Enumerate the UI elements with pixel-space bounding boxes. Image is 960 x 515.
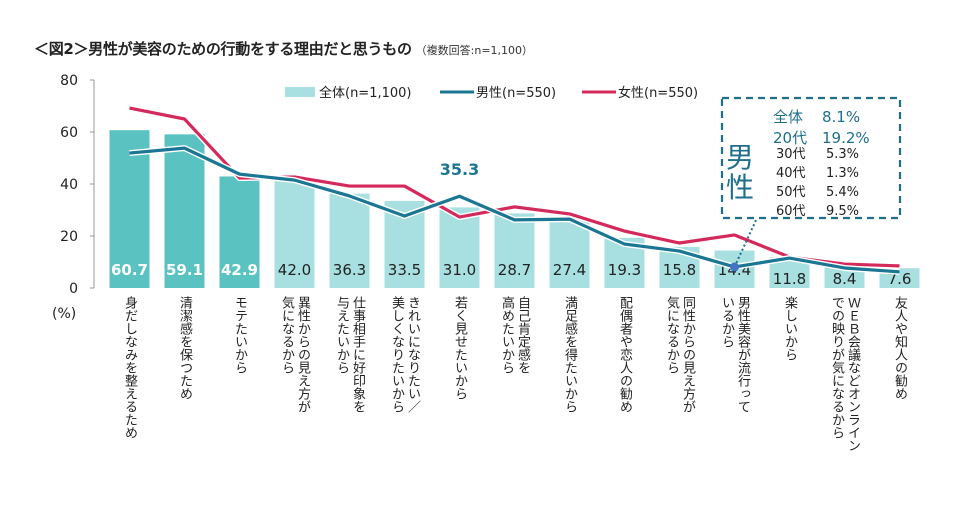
y-axis-unit-label: (%)	[52, 306, 76, 322]
y-tick-label: 60	[60, 125, 78, 141]
x-category-label: 若く見せたいから	[452, 295, 468, 400]
bar-value-label: 60.7	[111, 261, 148, 279]
callout-row-value: 5.3%	[826, 147, 859, 162]
bar-value-label: 15.8	[663, 261, 696, 279]
x-category-label: 清潔感を保つため	[177, 296, 193, 400]
x-category-label: 美しくなりたいから	[389, 296, 405, 413]
x-category-label: での映りが気になるから	[829, 296, 845, 439]
callout-row-label: 全体	[773, 108, 803, 126]
x-category-label: 気になるから	[664, 295, 680, 374]
bar-value-label: 11.8	[773, 270, 806, 288]
x-category-label: 高めたいから	[499, 295, 515, 374]
callout-box	[720, 96, 902, 220]
bar-value-label: 7.6	[888, 270, 912, 288]
x-category-label: 楽しいから	[782, 295, 798, 361]
x-category-label: 友人や知人の勧め	[892, 295, 908, 400]
bar	[549, 216, 590, 288]
x-category-label: 自己肯定感を	[515, 296, 531, 374]
bar	[219, 176, 260, 288]
callout-row-value: 9.5%	[826, 204, 859, 219]
callout-row-label: 50代	[776, 185, 806, 200]
x-category-label: 男性美容が流行って	[735, 296, 751, 413]
y-tick-label: 20	[60, 229, 78, 245]
bar	[164, 134, 205, 288]
callout-title-char-2: 性	[726, 171, 754, 204]
callout-row-label: 60代	[776, 204, 806, 219]
callout-title-char-1: 男	[726, 141, 754, 174]
y-tick-label: 80	[60, 73, 78, 89]
x-category-label: 与えたいから	[334, 296, 350, 374]
bar	[109, 130, 150, 288]
callout-row-label: 20代	[773, 129, 807, 147]
x-category-label: 仕事相手に好印象を	[350, 296, 366, 413]
bar-value-label: 42.0	[278, 261, 311, 279]
callout-row-value: 19.2%	[822, 129, 870, 147]
legend-swatch-all	[285, 87, 315, 97]
x-category-label: 満足感を得たいから	[562, 296, 578, 413]
bar-value-label: 27.4	[553, 261, 586, 279]
bar-value-label: 33.5	[388, 261, 421, 279]
x-category-label: 異性からの見え方が	[295, 296, 311, 413]
x-category-label: 身だしなみを整えるため	[122, 295, 138, 439]
bar	[494, 213, 535, 288]
legend-label-all: 全体(n=1,100)	[319, 85, 412, 101]
legend-label-men: 男性(n=550)	[476, 86, 556, 101]
bar-value-label: 8.4	[833, 270, 857, 288]
x-category-label: ＷＥＢ会議などオンライン	[845, 296, 861, 452]
chart-subtitle: （複数回答:n=1,100）	[415, 44, 534, 57]
bar-value-label: 36.3	[333, 261, 366, 279]
bar	[439, 207, 480, 288]
bar	[329, 193, 370, 288]
callout-row-value: 8.1%	[822, 108, 860, 126]
x-category-label: 同性からの見え方が	[680, 296, 696, 413]
y-tick-label: 0	[69, 281, 78, 297]
callout-row-label: 40代	[776, 166, 806, 181]
x-category-label: きれいになりたい／	[405, 296, 421, 413]
bar-value-label: 31.0	[443, 261, 476, 279]
legend-label-women: 女性(n=550)	[618, 85, 698, 101]
x-category-label: いるから	[719, 296, 734, 348]
chart-title-block: ＜図2＞男性が美容のための行動をする理由だと思うもの （複数回答:n=1,100）	[34, 38, 533, 59]
x-category-label: 配偶者や恋人の勧め	[617, 296, 633, 413]
bar-value-label: 59.1	[166, 261, 203, 279]
callout-row-value: 1.3%	[826, 166, 859, 181]
bar-value-label: 28.7	[498, 261, 531, 279]
men-peak-label: 35.3	[440, 160, 479, 179]
bar-value-label: 19.3	[608, 261, 641, 279]
chart-title: ＜図2＞男性が美容のための行動をする理由だと思うもの	[34, 40, 412, 58]
callout-row-value: 5.4%	[826, 185, 859, 200]
callout-row-label: 30代	[776, 147, 806, 162]
x-category-label: モテたいから	[232, 296, 247, 374]
y-tick-label: 40	[60, 177, 78, 193]
x-category-label: 気になるから	[279, 295, 295, 374]
callout-point-marker	[730, 262, 739, 272]
men-line	[129, 146, 900, 274]
bar-value-label: 42.9	[221, 261, 258, 279]
bar	[274, 178, 315, 288]
